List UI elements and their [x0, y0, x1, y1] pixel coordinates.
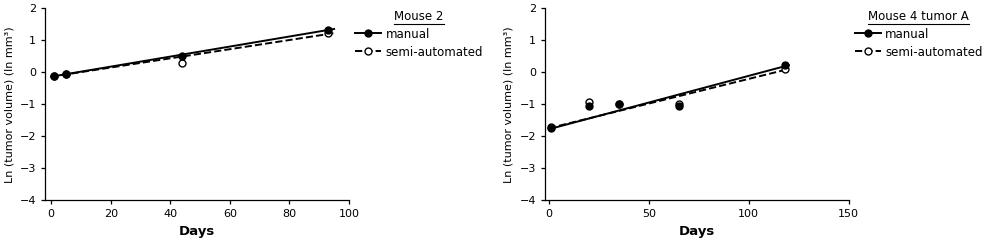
Legend: manual, semi-automated: manual, semi-automated [854, 10, 982, 59]
Legend: manual, semi-automated: manual, semi-automated [355, 10, 482, 59]
Y-axis label: Ln (tumor volume) (ln mm³): Ln (tumor volume) (ln mm³) [4, 26, 14, 182]
X-axis label: Days: Days [678, 225, 714, 238]
X-axis label: Days: Days [178, 225, 215, 238]
Y-axis label: Ln (tumor volume) (ln mm³): Ln (tumor volume) (ln mm³) [504, 26, 514, 182]
